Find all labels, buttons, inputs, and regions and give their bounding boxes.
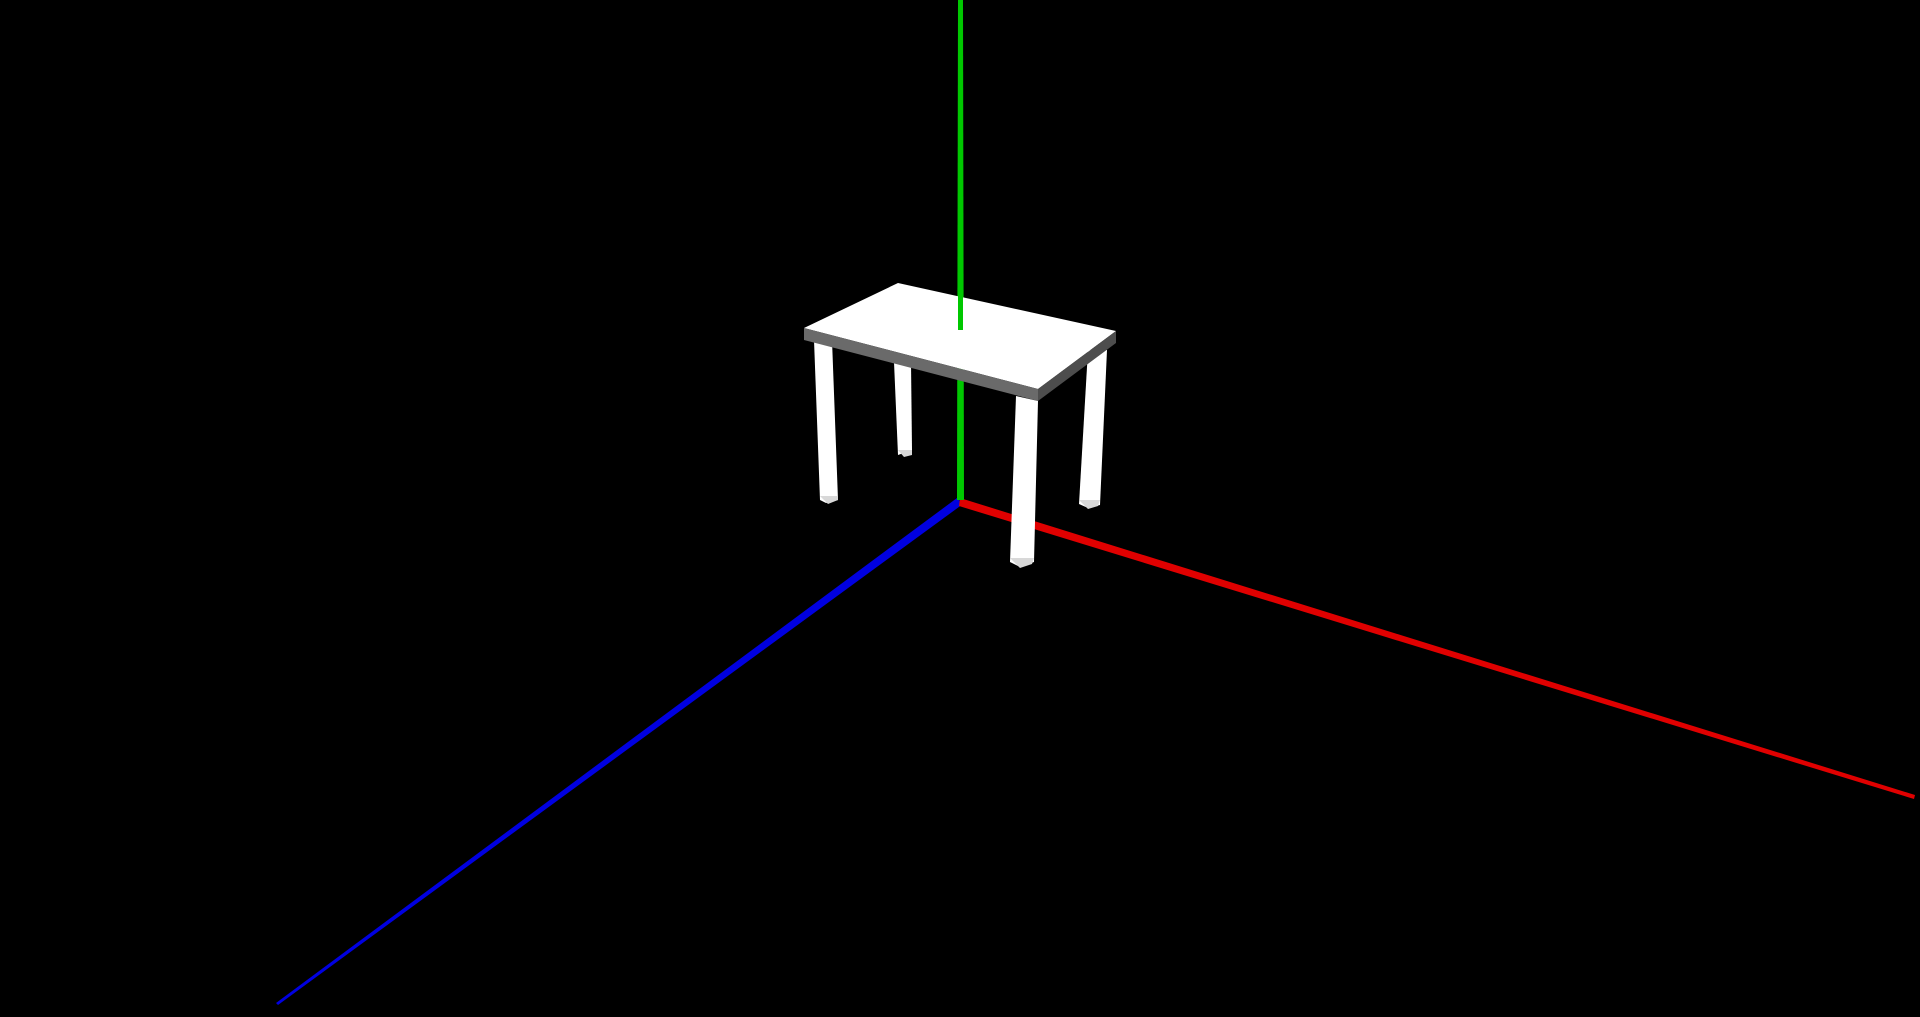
y-axis-through-table [958,283,963,330]
table-top-right-edge [1038,331,1116,401]
table-leg-back-left [894,362,912,455]
x-axis [959,498,1915,799]
table-top-front-edge [804,328,1038,401]
table-leg-back-left-shadow [898,450,912,457]
table-leg-back-right [1079,350,1107,508]
z-axis [276,498,963,1005]
table-leg-front-right [1010,396,1038,567]
table-leg-front-left [814,340,838,503]
table-leg-back-right-shadow [1079,500,1100,509]
table-top [804,283,1116,389]
y-axis [957,0,964,500]
table-leg-front-left-shadow [820,496,838,504]
table-leg-front-right-shadow [1010,558,1034,568]
